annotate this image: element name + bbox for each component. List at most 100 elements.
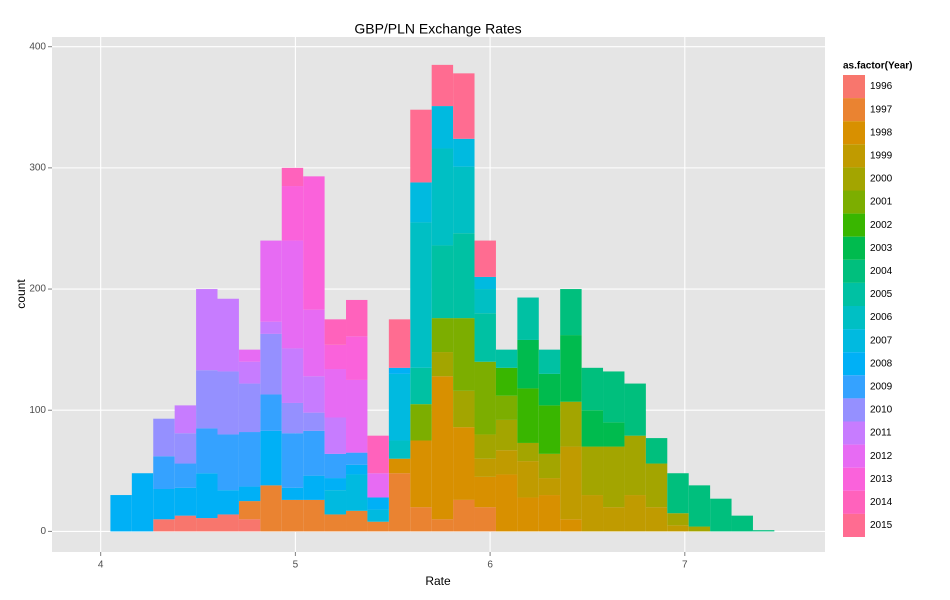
histogram-bar: [453, 318, 475, 391]
histogram-bar: [367, 497, 389, 510]
histogram-bar: [281, 186, 304, 241]
histogram-bar: [217, 514, 239, 532]
histogram-bar: [538, 405, 561, 454]
legend-key: [843, 167, 865, 191]
y-tick-label: 0: [40, 526, 46, 537]
histogram-bar: [624, 435, 646, 496]
histogram-bar: [474, 276, 496, 290]
histogram-bar: [624, 383, 646, 436]
histogram-bar: [388, 367, 411, 374]
legend-label: 2007: [870, 335, 893, 346]
histogram-bar: [645, 463, 668, 508]
histogram-bar: [131, 473, 154, 532]
histogram-bar: [410, 367, 432, 405]
x-tick-label: 6: [487, 560, 493, 571]
histogram-bar: [238, 486, 261, 502]
histogram-bar: [367, 473, 389, 498]
histogram-bar: [346, 464, 368, 475]
histogram-bar: [752, 530, 775, 532]
histogram-bar: [495, 419, 518, 451]
histogram-bar: [474, 458, 496, 477]
histogram-bar: [388, 473, 411, 532]
histogram-bar: [453, 499, 475, 532]
histogram-bar: [431, 64, 454, 107]
histogram-bar: [603, 446, 625, 508]
legend-key: [843, 490, 865, 514]
histogram-bar: [281, 167, 304, 187]
legend-key: [843, 282, 865, 306]
legend-label: 1996: [870, 81, 893, 92]
histogram-bar: [110, 495, 132, 532]
histogram-bar: [367, 509, 389, 522]
histogram-bar: [410, 404, 432, 441]
histogram-bar: [581, 367, 604, 411]
histogram-bar: [495, 367, 518, 396]
histogram-bar: [196, 518, 218, 532]
legend-label: 2004: [870, 266, 893, 277]
histogram-bar: [410, 440, 432, 508]
histogram-bar: [538, 495, 561, 532]
histogram-bar: [431, 352, 454, 377]
histogram-bar: [560, 401, 582, 447]
legend-key: [843, 329, 865, 353]
histogram-bar: [281, 402, 304, 434]
histogram-bar: [667, 513, 689, 526]
histogram-bar: [153, 418, 175, 457]
legend-label: 2003: [870, 243, 893, 254]
legend-key: [843, 513, 865, 537]
histogram-bar: [688, 526, 711, 532]
histogram-bar: [324, 514, 347, 532]
histogram-bar: [303, 430, 325, 476]
histogram-bar: [431, 318, 454, 353]
histogram-bar: [474, 434, 496, 459]
histogram-bar: [303, 376, 325, 413]
legend-key: [843, 306, 865, 330]
legend-key: [843, 213, 865, 237]
histogram-bar: [174, 405, 197, 434]
histogram-bar: [624, 495, 646, 532]
histogram-bar: [431, 106, 454, 149]
histogram-bar: [324, 478, 347, 491]
histogram-bar: [346, 299, 368, 337]
legend-key: [843, 259, 865, 283]
legend-label: 2014: [870, 497, 893, 508]
histogram-bar: [453, 166, 475, 234]
histogram-bar: [560, 335, 582, 402]
histogram-bar: [453, 427, 475, 500]
histogram-bar: [238, 501, 261, 520]
histogram-bar: [667, 473, 689, 514]
histogram-bar: [495, 450, 518, 475]
legend-key: [843, 467, 865, 491]
legend-label: 2013: [870, 474, 893, 485]
histogram-bar: [324, 344, 347, 370]
histogram-bar: [603, 507, 625, 532]
histogram-bar: [260, 240, 282, 322]
legend-label: 2008: [870, 358, 893, 369]
histogram-bar: [474, 361, 496, 435]
histogram-bar: [517, 442, 539, 462]
legend-label: 2001: [870, 197, 893, 208]
histogram-bar: [303, 475, 325, 500]
histogram-bar: [560, 446, 582, 520]
histogram-bar: [538, 453, 561, 479]
legend-key: [843, 375, 865, 399]
x-tick-label: 5: [293, 560, 299, 571]
histogram-bar: [603, 422, 625, 447]
histogram-bar: [303, 176, 325, 310]
histogram-bar: [710, 498, 732, 532]
histogram-bar: [453, 73, 475, 139]
histogram-bar: [474, 289, 496, 314]
histogram-bar: [431, 148, 454, 246]
histogram-bar: [281, 487, 304, 500]
histogram-bar: [324, 490, 347, 515]
histogram-bar: [410, 507, 432, 532]
histogram-bar: [281, 348, 304, 403]
histogram-bar: [367, 521, 389, 532]
legend-label: 2006: [870, 312, 893, 323]
histogram-bar: [474, 476, 496, 508]
histogram-bar: [153, 488, 175, 520]
histogram-bar: [346, 336, 368, 380]
legend-key: [843, 190, 865, 214]
histogram-bar: [560, 289, 582, 336]
histogram-bar: [174, 463, 197, 488]
